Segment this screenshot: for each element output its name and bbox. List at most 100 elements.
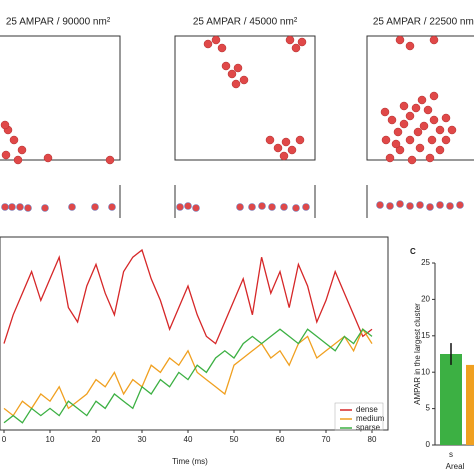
sphere bbox=[405, 41, 415, 51]
sphere bbox=[1, 150, 11, 160]
bar bbox=[466, 364, 474, 445]
sphere bbox=[16, 203, 24, 211]
series-line bbox=[3, 328, 373, 424]
sphere bbox=[236, 203, 244, 211]
sphere bbox=[291, 43, 301, 53]
sphere bbox=[386, 202, 394, 210]
x-tick-label: s bbox=[449, 450, 453, 459]
x-tick-label: 40 bbox=[184, 435, 193, 444]
sphere bbox=[297, 37, 307, 47]
sphere bbox=[43, 153, 53, 163]
sphere bbox=[427, 135, 437, 145]
sphere bbox=[24, 204, 32, 212]
sphere bbox=[248, 203, 256, 211]
sphere bbox=[441, 135, 451, 145]
snapshot-box bbox=[366, 35, 474, 161]
sphere bbox=[416, 201, 424, 209]
sphere bbox=[425, 153, 435, 163]
sphere bbox=[279, 151, 289, 161]
sphere bbox=[435, 125, 445, 135]
y-tick-label: 5 bbox=[426, 404, 431, 413]
sphere bbox=[399, 119, 409, 129]
sphere bbox=[423, 105, 433, 115]
sphere bbox=[393, 127, 403, 137]
sphere bbox=[429, 91, 439, 101]
sphere bbox=[429, 115, 439, 125]
sphere bbox=[17, 145, 27, 155]
sphere bbox=[411, 103, 421, 113]
sphere bbox=[227, 69, 237, 79]
sphere bbox=[292, 204, 300, 212]
sphere bbox=[391, 139, 401, 149]
sphere bbox=[217, 43, 227, 53]
snapshots bbox=[0, 35, 474, 218]
y-axis-label: AMPAR in the largest cluster bbox=[413, 303, 422, 405]
sphere bbox=[447, 125, 457, 135]
sphere bbox=[287, 145, 297, 155]
sphere bbox=[405, 135, 415, 145]
sphere bbox=[273, 143, 283, 153]
sphere bbox=[446, 202, 454, 210]
x-tick-label: 80 bbox=[368, 435, 377, 444]
sphere bbox=[211, 35, 221, 45]
sphere bbox=[265, 135, 275, 145]
series-line bbox=[3, 248, 373, 345]
sphere bbox=[407, 155, 417, 165]
sphere bbox=[395, 35, 405, 45]
y-tick-label: 10 bbox=[421, 367, 430, 376]
sphere bbox=[435, 145, 445, 155]
x-tick-label: 10 bbox=[46, 435, 55, 444]
sphere bbox=[258, 202, 266, 210]
y-tick-label: 15 bbox=[421, 331, 430, 340]
sphere bbox=[380, 107, 390, 117]
legend-label: medium bbox=[356, 414, 385, 423]
legend-label: sparse bbox=[356, 423, 381, 432]
y-tick-label: 25 bbox=[421, 258, 430, 267]
x-tick-label: 60 bbox=[276, 435, 285, 444]
sphere bbox=[281, 137, 291, 147]
sphere bbox=[285, 35, 295, 45]
x-tick-label: 0 bbox=[2, 435, 7, 444]
x-tick-label: 70 bbox=[322, 435, 331, 444]
x-axis-label: Time (ms) bbox=[172, 457, 208, 466]
sphere bbox=[426, 203, 434, 211]
sphere bbox=[231, 79, 241, 89]
legend-label: dense bbox=[356, 405, 378, 414]
sphere bbox=[221, 61, 231, 71]
sphere bbox=[8, 203, 16, 211]
sphere bbox=[419, 121, 429, 131]
sphere bbox=[376, 201, 384, 209]
sphere bbox=[184, 202, 192, 210]
sphere bbox=[41, 204, 49, 212]
sphere bbox=[295, 135, 305, 145]
sphere bbox=[1, 203, 9, 211]
sphere bbox=[176, 203, 184, 211]
sphere bbox=[385, 153, 395, 163]
sphere bbox=[387, 115, 397, 125]
sphere bbox=[405, 111, 415, 121]
sphere bbox=[192, 204, 200, 212]
sphere bbox=[203, 39, 213, 49]
sphere bbox=[233, 63, 243, 73]
sphere bbox=[413, 127, 423, 137]
x-tick-label: 50 bbox=[230, 435, 239, 444]
panel-title: 25 AMPAR / 22500 nm² bbox=[373, 17, 474, 28]
sphere bbox=[268, 203, 276, 211]
sphere bbox=[0, 120, 10, 130]
sphere bbox=[395, 145, 405, 155]
sphere bbox=[415, 143, 425, 153]
panel-label: C bbox=[410, 247, 416, 256]
sphere bbox=[456, 201, 464, 209]
sphere bbox=[91, 203, 99, 211]
plot-frame bbox=[0, 236, 389, 431]
sphere bbox=[105, 155, 115, 165]
sphere bbox=[429, 35, 439, 45]
sphere bbox=[13, 155, 23, 165]
x-tick-label: 20 bbox=[92, 435, 101, 444]
panel-title: 25 AMPAR / 45000 nm² bbox=[193, 17, 298, 28]
snapshot-box bbox=[174, 35, 316, 161]
sphere bbox=[381, 135, 391, 145]
x-axis-label: Areal bbox=[446, 462, 465, 471]
sphere bbox=[302, 203, 310, 211]
